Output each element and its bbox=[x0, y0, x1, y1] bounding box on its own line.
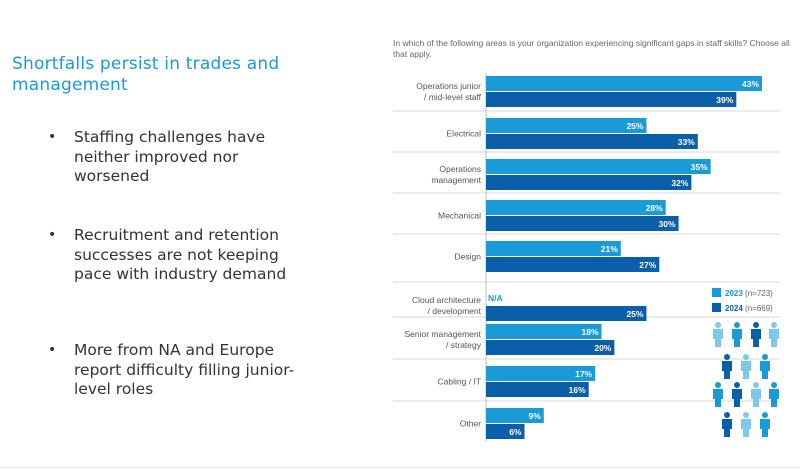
person-icon bbox=[753, 322, 759, 328]
legend-label: 2024 (n=669) bbox=[725, 304, 773, 313]
bar-2023 bbox=[486, 200, 666, 215]
bar-2023 bbox=[486, 159, 711, 174]
person-icon bbox=[724, 354, 730, 360]
bar-value-label: 9% bbox=[528, 411, 541, 421]
bar-2023 bbox=[486, 118, 647, 133]
person-icon bbox=[769, 329, 779, 347]
chart-question: In which of the following areas is your … bbox=[393, 38, 790, 59]
bar-2024 bbox=[486, 382, 589, 397]
category-label: / strategy bbox=[446, 340, 482, 350]
legend-year: 2024 bbox=[725, 304, 745, 313]
bar-value-label: 21% bbox=[601, 244, 618, 254]
bar-value-label: 28% bbox=[646, 203, 663, 213]
slide-title: Shortfalls persist in trades and managem… bbox=[12, 54, 280, 95]
bar-2024 bbox=[486, 424, 525, 439]
bullet-item: • Staffing challenges have neither impro… bbox=[48, 128, 308, 187]
person-icon bbox=[743, 412, 749, 418]
bar-2024 bbox=[486, 134, 698, 149]
person-icon bbox=[713, 389, 723, 407]
legend-swatch bbox=[712, 288, 721, 297]
person-icon bbox=[769, 389, 779, 407]
category-label: Mechanical bbox=[438, 211, 481, 221]
bar-value-label: 33% bbox=[678, 137, 695, 147]
bullet-text: Recruitment and retention successes are … bbox=[74, 226, 287, 283]
person-icon bbox=[751, 389, 761, 407]
category-label: management bbox=[431, 175, 481, 185]
bar-value-label: 20% bbox=[594, 343, 611, 353]
person-icon bbox=[762, 354, 768, 360]
bar-2024 bbox=[486, 175, 692, 190]
bar-2024 bbox=[486, 340, 615, 355]
person-icon bbox=[771, 322, 777, 328]
bar-value-label: 32% bbox=[671, 178, 688, 188]
bar-value-label: 35% bbox=[691, 162, 708, 172]
category-label: Operations junior bbox=[416, 81, 481, 91]
bar-2023 bbox=[486, 324, 602, 339]
bar-2023 bbox=[486, 76, 762, 91]
bullet-marker: • bbox=[48, 129, 57, 145]
person-icon bbox=[751, 329, 761, 347]
bar-value-label: 25% bbox=[626, 121, 643, 131]
bullet-item: • Recruitment and retention successes ar… bbox=[48, 226, 308, 285]
person-icon bbox=[734, 322, 740, 328]
bar-value-label: 18% bbox=[582, 327, 599, 337]
footer-divider bbox=[0, 467, 800, 468]
category-label: Electrical bbox=[447, 129, 482, 139]
bullet-marker: • bbox=[48, 342, 57, 358]
person-icon bbox=[741, 419, 751, 437]
bar-2024 bbox=[486, 306, 647, 321]
legend-sample-size: (n=723) bbox=[745, 289, 773, 298]
person-icon bbox=[741, 361, 751, 379]
category-label: Senior management bbox=[404, 329, 481, 339]
person-icon bbox=[760, 419, 770, 437]
category-label: / development bbox=[428, 306, 482, 316]
category-label: / mid-level staff bbox=[424, 92, 482, 102]
person-icon bbox=[743, 354, 749, 360]
person-icon bbox=[732, 329, 742, 347]
bar-value-label: 43% bbox=[742, 79, 759, 89]
person-icon bbox=[760, 361, 770, 379]
bar-value-label: 25% bbox=[626, 309, 643, 319]
person-icon bbox=[713, 329, 723, 347]
bar-value-label: 6% bbox=[509, 427, 522, 437]
bar-value-label: 39% bbox=[716, 95, 733, 105]
bar-2024 bbox=[486, 257, 660, 272]
person-icon bbox=[753, 382, 759, 388]
bar-2023 bbox=[486, 241, 621, 256]
bar-value-label: 16% bbox=[569, 385, 586, 395]
legend-year: 2023 bbox=[725, 289, 745, 298]
person-icon bbox=[724, 412, 730, 418]
bar-2024 bbox=[486, 92, 737, 107]
legend-label: 2023 (n=723) bbox=[725, 289, 773, 298]
category-label: Operations bbox=[439, 164, 481, 174]
bar-value-label: 17% bbox=[575, 369, 592, 379]
person-icon bbox=[732, 389, 742, 407]
person-icon bbox=[715, 322, 721, 328]
person-icon bbox=[771, 382, 777, 388]
bar-value-label: 27% bbox=[639, 260, 656, 270]
person-icon bbox=[722, 361, 732, 379]
missing-label: N/A bbox=[488, 293, 503, 303]
legend-swatch bbox=[712, 303, 721, 312]
person-icon bbox=[762, 412, 768, 418]
bullet-text: Staffing challenges have neither improve… bbox=[74, 128, 266, 185]
category-label: Cloud architecture bbox=[412, 295, 481, 305]
bar-value-label: 30% bbox=[659, 219, 676, 229]
person-icon bbox=[715, 382, 721, 388]
bullet-marker: • bbox=[48, 227, 57, 243]
bar-2024 bbox=[486, 216, 679, 231]
category-label: Other bbox=[460, 419, 481, 429]
person-icon bbox=[722, 419, 732, 437]
bullet-item: • More from NA and Europe report difficu… bbox=[48, 341, 308, 400]
category-label: Cabling / IT bbox=[438, 377, 481, 387]
bullet-text: More from NA and Europe report difficult… bbox=[74, 341, 295, 398]
bar-2023 bbox=[486, 366, 596, 381]
bar-2023 bbox=[486, 408, 544, 423]
category-label: Design bbox=[455, 252, 482, 262]
person-icon bbox=[734, 382, 740, 388]
legend-sample-size: (n=669) bbox=[745, 304, 773, 313]
